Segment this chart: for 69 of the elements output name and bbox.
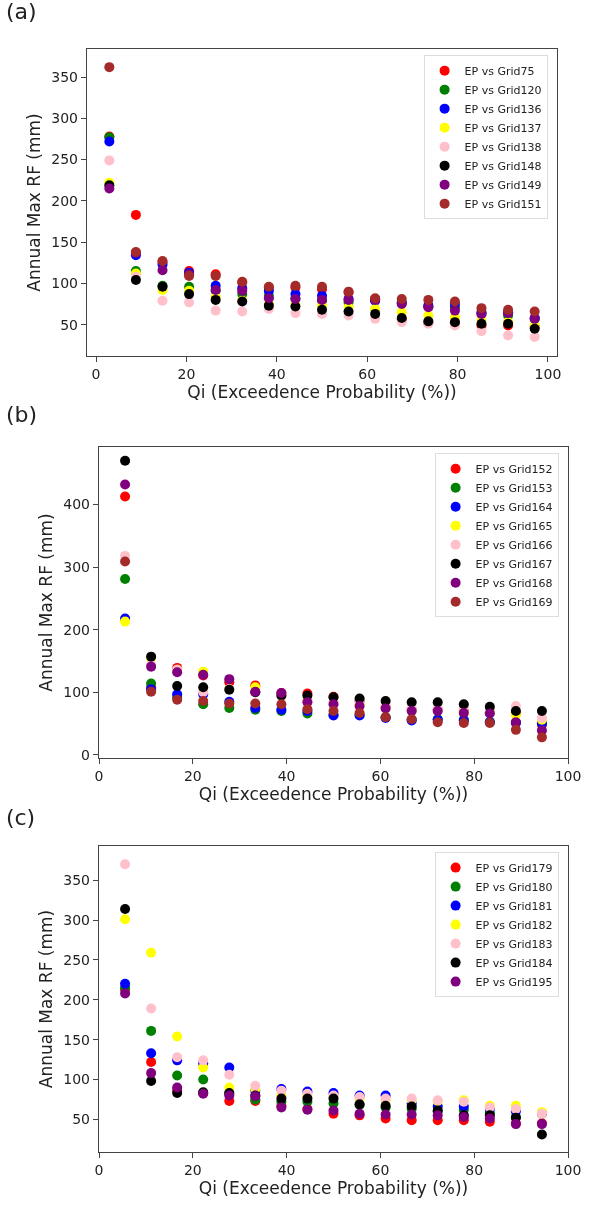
x-tick-label: 60: [371, 1162, 390, 1178]
y-tick-label: 0: [81, 746, 90, 763]
legend-label: EP vs Grid151: [464, 197, 542, 211]
x-axis-title: Qi (Exceedence Probability (%)): [187, 382, 457, 402]
x-tick-label: 40: [277, 1162, 296, 1178]
legend-label: EP vs Grid179: [475, 861, 553, 875]
legend-label: EP vs Grid165: [475, 520, 553, 534]
y-tick-label: 100: [51, 275, 78, 292]
y-tick-label: 100: [63, 684, 90, 701]
y-tick-label: 50: [60, 316, 78, 333]
x-axis-title: Qi (Exceedence Probability (%)): [198, 784, 469, 804]
legend-label: EP vs Grid148: [464, 159, 542, 173]
x-tick-label: 40: [277, 768, 296, 784]
y-tick-label: 250: [51, 151, 78, 168]
x-tick-label: 20: [183, 768, 202, 784]
legend-label: EP vs Grid153: [475, 482, 553, 496]
legend-label: EP vs Grid137: [464, 121, 542, 135]
x-tick-label: 100: [554, 768, 582, 784]
legend-label: EP vs Grid183: [475, 937, 553, 951]
legend-label: EP vs Grid182: [475, 918, 553, 932]
y-tick-label: 150: [63, 1031, 90, 1048]
x-tick-label: 80: [465, 1162, 484, 1178]
y-axis-title: Annual Max RF (mm): [23, 113, 44, 292]
legend-label: EP vs Grid166: [475, 539, 553, 553]
x-tick-label: 60: [358, 366, 377, 382]
x-tick-label: 60: [371, 768, 390, 784]
x-tick-label: 100: [554, 1162, 582, 1178]
legend-label: EP vs Grid75: [464, 64, 535, 78]
legend-label: EP vs Grid168: [475, 577, 553, 591]
legend-label: EP vs Grid167: [475, 558, 553, 572]
legend-label: EP vs Grid149: [464, 178, 542, 192]
x-tick-label: 20: [183, 1162, 202, 1178]
legend-label: EP vs Grid138: [464, 140, 542, 154]
y-axis-title: Annual Max RF (mm): [35, 909, 56, 1089]
y-tick-label: 50: [72, 1111, 90, 1128]
x-tick-label: 0: [94, 1162, 104, 1178]
y-tick-label: 200: [63, 621, 90, 638]
y-tick-label: 350: [63, 872, 90, 889]
x-tick-label: 100: [534, 366, 562, 382]
y-axis-title: Annual Max RF (mm): [35, 513, 56, 692]
x-tick-label: 0: [91, 366, 101, 382]
chart-title: (a): [5, 0, 37, 25]
x-tick-label: 80: [448, 366, 467, 382]
legend-label: EP vs Grid169: [475, 596, 553, 610]
x-axis-title: Qi (Exceedence Probability (%)): [198, 1178, 469, 1198]
legend-label: EP vs Grid136: [464, 102, 542, 116]
x-tick-label: 80: [465, 768, 484, 784]
y-tick-label: 100: [63, 1071, 90, 1088]
y-tick-label: 300: [63, 559, 90, 576]
y-tick-label: 200: [51, 192, 78, 209]
chart-title: (c): [5, 805, 36, 831]
x-tick-label: 0: [94, 768, 104, 784]
y-tick-label: 200: [63, 991, 90, 1008]
y-tick-label: 350: [51, 68, 78, 85]
legend-label: EP vs Grid152: [475, 463, 553, 477]
legend-label: EP vs Grid164: [475, 501, 553, 515]
legend-label: EP vs Grid181: [475, 899, 553, 913]
legend-label: EP vs Grid184: [475, 956, 553, 970]
x-tick-label: 40: [267, 366, 286, 382]
y-tick-label: 300: [63, 912, 90, 929]
chart-title: (b): [5, 402, 38, 428]
x-tick-label: 20: [177, 366, 196, 382]
y-tick-label: 250: [63, 951, 90, 968]
y-tick-label: 400: [63, 496, 90, 513]
legend-label: EP vs Grid120: [464, 83, 542, 97]
legend-label: EP vs Grid195: [475, 975, 553, 989]
y-tick-label: 300: [51, 110, 78, 127]
legend-label: EP vs Grid180: [475, 880, 553, 894]
y-tick-label: 150: [51, 234, 78, 251]
